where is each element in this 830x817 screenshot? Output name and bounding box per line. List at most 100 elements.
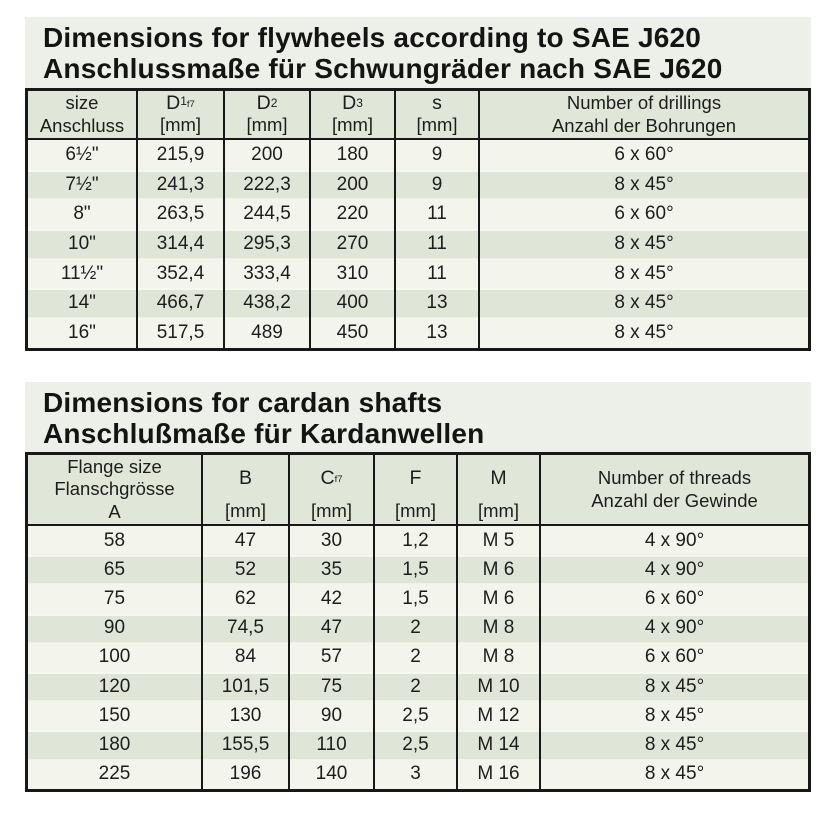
table-cell-size: 10" [28,229,138,259]
table-cell-b: 47 [203,526,290,556]
table-row: 100 84 57 2 M 8 6 x 60° [28,642,808,672]
table-cell-b: 74,5 [203,613,290,643]
table-cell-d3: 310 [311,258,396,289]
column-header-f: F [mm] [375,455,458,524]
column-header-label: size Anschluss [39,92,125,136]
table-cell-d3: 450 [311,318,396,348]
table-cell-d2: 295,3 [225,229,311,259]
column-header-size: size Anschluss [28,91,138,138]
table-cell-flange-size: 90 [28,613,203,643]
table-cell-s: 13 [396,318,480,348]
column-unit: [mm] [246,114,288,135]
table-cell-d3: 270 [311,229,396,259]
table-cell-drillings: 8 x 45° [614,321,674,343]
table-cell-f: 1,5 [375,555,458,585]
table-cell-cf7: 90 [290,701,375,731]
table-row: 58 47 30 1,2 M 5 4 x 90° [28,526,808,556]
column-unit: [mm] [310,500,353,521]
flywheel-title-english: Dimensions for flywheels according to SA… [43,22,702,53]
table-cell-d3: 200 [311,169,396,200]
table-cell-cf7: 42 [290,584,375,614]
table-row: 7½" 241,3 222,3 200 9 8 x 45° [28,169,808,200]
table-cell-f: 2,5 [375,730,458,760]
table-cell-d2: 200 [225,140,311,170]
table-cell-m: M 10 [458,671,541,702]
table-cell-cf7: 75 [290,671,375,702]
cardan-title-english: Dimensions for cardan shafts [43,387,443,418]
table-cell-s: 11 [396,199,480,230]
table-cell-flange-size: 150 [28,701,203,731]
table-row: 11½" 352,4 333,4 310 11 8 x 45° [28,258,808,289]
table-cell-f: 3 [375,759,458,789]
table-row: 6½" 215,9 200 180 9 6 x 60° [28,140,808,170]
table-cell-m: M 12 [458,701,541,731]
table-cell-threads: 8 x 45° [644,763,705,785]
table-cell-b: 130 [203,701,290,731]
table-cell-flange-size: 65 [28,555,203,585]
table-cell-m: M 5 [458,526,541,556]
table-cell-m: M 8 [458,642,541,672]
table-cell-b: 155,5 [203,730,290,760]
table-cell-drillings: 6 x 60° [614,203,674,225]
column-header-b: B [mm] [203,455,290,524]
table-cell-d3: 180 [311,140,396,170]
table-row: 90 74,5 47 2 M 8 4 x 90° [28,613,808,643]
table-cell-drillings: 8 x 45° [614,232,674,254]
column-header-drillings: Number of drillings Anzahl der Bohrungen [480,91,808,138]
column-header-label: Number of drillings Anzahl der Bohrungen [551,92,737,136]
table-cell-flange-size: 225 [28,759,203,789]
table-cell-s: 9 [396,140,480,170]
table-cell-flange-size: 75 [28,584,203,614]
table-cell-f: 2,5 [375,701,458,731]
column-header-d2: D 2 [mm] [225,91,311,138]
column-header-flange-size: Flange size Flanschgrösse A [28,455,203,524]
table-cell-cf7: 35 [290,555,375,585]
table-cell-threads: 8 x 45° [644,733,705,755]
table-row: 14" 466,7 438,2 400 13 8 x 45° [28,288,808,319]
table-cell-m: M 8 [458,613,541,643]
table-cell-d1f7: 314,4 [138,229,225,259]
table-cell-threads: 6 x 60° [644,587,705,609]
table-row: 10" 314,4 295,3 270 11 8 x 45° [28,229,808,259]
table-cell-d2: 489 [225,318,311,348]
table-cell-size: 7½" [28,169,138,200]
table-cell-f: 2 [375,613,458,643]
table-row: 120 101,5 75 2 M 10 8 x 45° [28,671,808,702]
table-cell-size: 11½" [28,258,138,289]
table-row: 8" 263,5 244,5 220 11 6 x 60° [28,199,808,230]
subscript-tolerance: f7 [186,98,195,110]
cardan-title-german: Anschlußmaße für Kardanwellen [43,418,485,449]
flywheel-table: size Anschluss D 1f7 [mm] D 2 [mm] D 3 [mm] s [mm] Nu… [25,88,811,351]
column-header-s: s [mm] [396,91,480,138]
table-cell-b: 196 [203,759,290,789]
column-unit: [mm] [394,500,437,521]
table-cell-d3: 220 [311,199,396,230]
column-symbol: D 1f7 [166,91,195,114]
table-cell-s: 13 [396,288,480,319]
table-cell-f: 2 [375,642,458,672]
table-cell-size: 8" [28,199,138,230]
table-cell-f: 1,5 [375,584,458,614]
table-cell-d2: 222,3 [225,169,311,200]
table-cell-d2: 333,4 [225,258,311,289]
column-unit: [mm] [331,114,374,135]
column-header-d1f7: D 1f7 [mm] [138,91,225,138]
column-symbol: M [490,466,507,489]
column-header-label: Number of threads Anzahl der Gewinde [591,467,758,511]
table-cell-m: M 16 [458,759,541,789]
column-symbol: F [409,466,422,489]
column-header-m: M [mm] [458,455,541,524]
table-cell-s: 11 [396,229,480,259]
table-row: 16" 517,5 489 450 13 8 x 45° [28,318,808,348]
table-cell-b: 62 [203,584,290,614]
table-cell-threads: 6 x 60° [644,646,705,668]
table-cell-cf7: 57 [290,642,375,672]
table-cell-d1f7: 517,5 [138,318,225,348]
table-cell-drillings: 8 x 45° [614,292,674,314]
column-unit: [mm] [416,114,458,135]
table-cell-threads: 8 x 45° [644,675,705,697]
